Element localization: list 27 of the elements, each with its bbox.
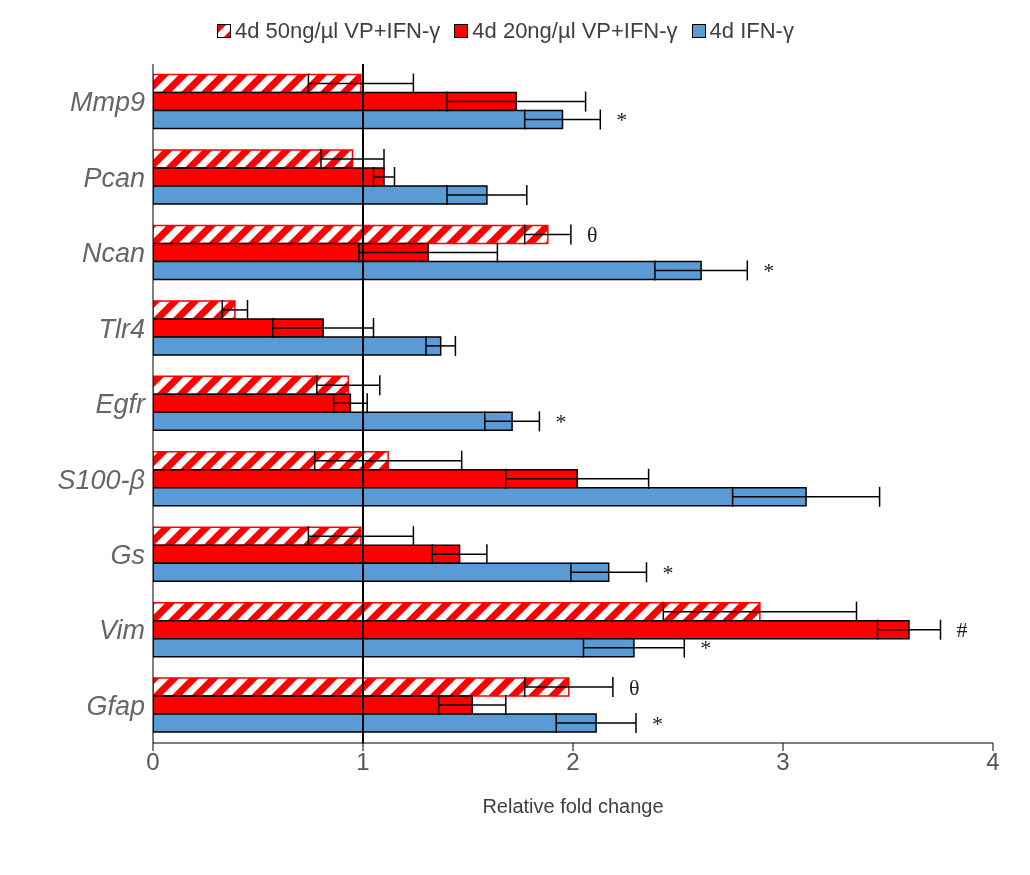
data-label: * (652, 710, 663, 736)
y-tick-label: S100-β (57, 464, 145, 495)
data-label: # (956, 617, 968, 643)
y-tick-label: Gs (110, 539, 145, 570)
y-tick-label: Gfap (86, 690, 145, 721)
data-label: * (555, 408, 567, 434)
x-tick-label: 2 (566, 748, 580, 776)
y-tick-label: Ncan (81, 238, 145, 269)
y-tick-label: Tlr4 (98, 313, 145, 344)
y-tick-label: Vim (98, 615, 145, 646)
data-label: * (700, 635, 712, 661)
data-label: * (616, 107, 628, 133)
legend-label: 4d 50ng/µl VP+IFN-γ (234, 18, 441, 44)
data-label: θ (586, 221, 598, 247)
data-label: θ (628, 674, 640, 700)
x-tick-label: 4 (986, 748, 1000, 776)
legend-label: 4d IFN-γ (708, 18, 794, 44)
x-axis-title: Relative fold change (482, 795, 664, 817)
x-tick-label: 3 (776, 748, 790, 776)
x-tick-label: 0 (146, 748, 160, 776)
data-label: * (763, 257, 775, 283)
legend-label: 4d 20ng/µl VP+IFN-γ (471, 18, 678, 44)
y-tick-label: Pcan (83, 162, 145, 193)
y-tick-label: Mmp9 (69, 87, 145, 118)
data-label: * (662, 559, 674, 585)
y-tick-label: Egfr (95, 389, 146, 420)
x-tick-label: 1 (356, 748, 370, 776)
